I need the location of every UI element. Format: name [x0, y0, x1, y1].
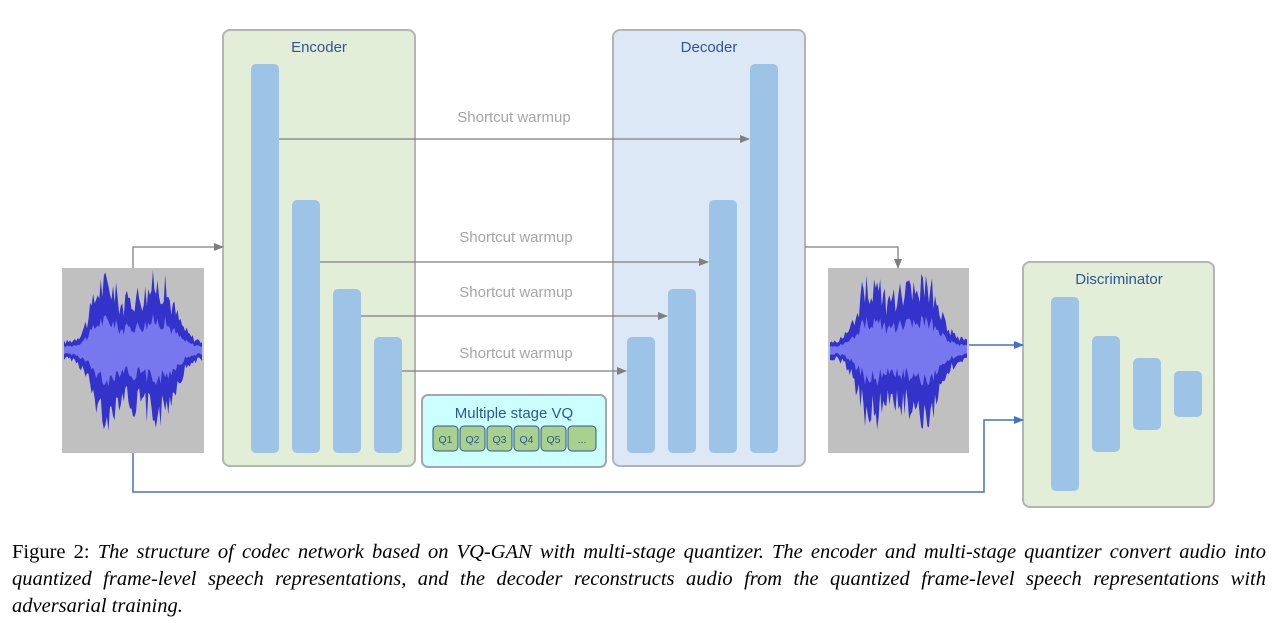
vq-cells: Q1 Q2 Q3 Q4 Q5... — [432, 425, 597, 452]
shortcut-label-1: Shortcut warmup — [457, 109, 570, 126]
figure-caption: Figure 2: The structure of codec network… — [12, 539, 1266, 620]
vq-cell-4 — [513, 425, 540, 452]
vq-cell-1 — [432, 425, 459, 452]
vq-cell-5 — [540, 425, 567, 452]
discriminator-module: Discriminator — [1022, 261, 1215, 508]
multi-stage-vq: Multiple stage VQ Q1 Q2 Q3 Q4 Q5... — [421, 394, 607, 468]
vq-cell-3 — [486, 425, 513, 452]
shortcut-connections: Shortcut warmup Shortcut warmup Shortcut… — [279, 109, 750, 375]
vq-cell-label-4: Q4 — [519, 434, 533, 446]
shortcut-label-2: Shortcut warmup — [459, 229, 572, 246]
discriminator-layer-4 — [1174, 371, 1202, 417]
input-waveform-envelope — [64, 314, 202, 387]
encoder-module: Encoder — [222, 29, 416, 467]
codec-architecture-diagram: Encoder Decoder Shortcut warmup Shortcut… — [62, 29, 1215, 508]
decoder-label: Decoder — [681, 39, 738, 56]
input-waveform — [62, 268, 204, 453]
vq-cell-label-1: Q1 — [438, 434, 452, 446]
encoder-layer-4 — [374, 337, 402, 453]
caption-lead: Figure 2: — [12, 541, 90, 563]
vq-cell-2 — [459, 425, 486, 452]
discriminator-label: Discriminator — [1075, 271, 1163, 288]
encoder-layer-1 — [251, 64, 279, 453]
discriminator-layer-3 — [1133, 358, 1161, 430]
decoder-to-output-arrow — [805, 246, 902, 269]
encoder-layer-3 — [333, 289, 361, 453]
discriminator-layer-2 — [1092, 336, 1120, 452]
shortcut-label-3: Shortcut warmup — [459, 284, 572, 301]
output-waveform — [828, 268, 969, 453]
vq-cell-label-6: ... — [578, 434, 587, 446]
vq-title: Multiple stage VQ — [455, 405, 573, 422]
vq-cell-label-2: Q2 — [465, 434, 479, 446]
vq-cell-label-3: Q3 — [492, 434, 506, 446]
shortcut-label-4: Shortcut warmup — [459, 345, 572, 362]
output-waveform-envelope — [830, 315, 967, 386]
decoder-layer-1 — [627, 337, 655, 453]
decoder-layer-4 — [750, 64, 778, 453]
decoder-module: Decoder — [612, 29, 806, 467]
decoder-layer-3 — [709, 200, 737, 453]
input-to-encoder-arrow — [132, 243, 224, 268]
encoder-label: Encoder — [291, 39, 347, 56]
flow-arrows — [132, 243, 1024, 493]
caption-text: The structure of codec network based on … — [12, 541, 1266, 617]
vq-cell-6 — [567, 425, 597, 452]
encoder-layer-2 — [292, 200, 320, 453]
vq-cell-label-5: Q5 — [546, 434, 560, 446]
discriminator-layer-1 — [1051, 297, 1079, 491]
decoder-layer-2 — [668, 289, 696, 453]
input-to-discriminator-arrow — [132, 416, 1024, 493]
